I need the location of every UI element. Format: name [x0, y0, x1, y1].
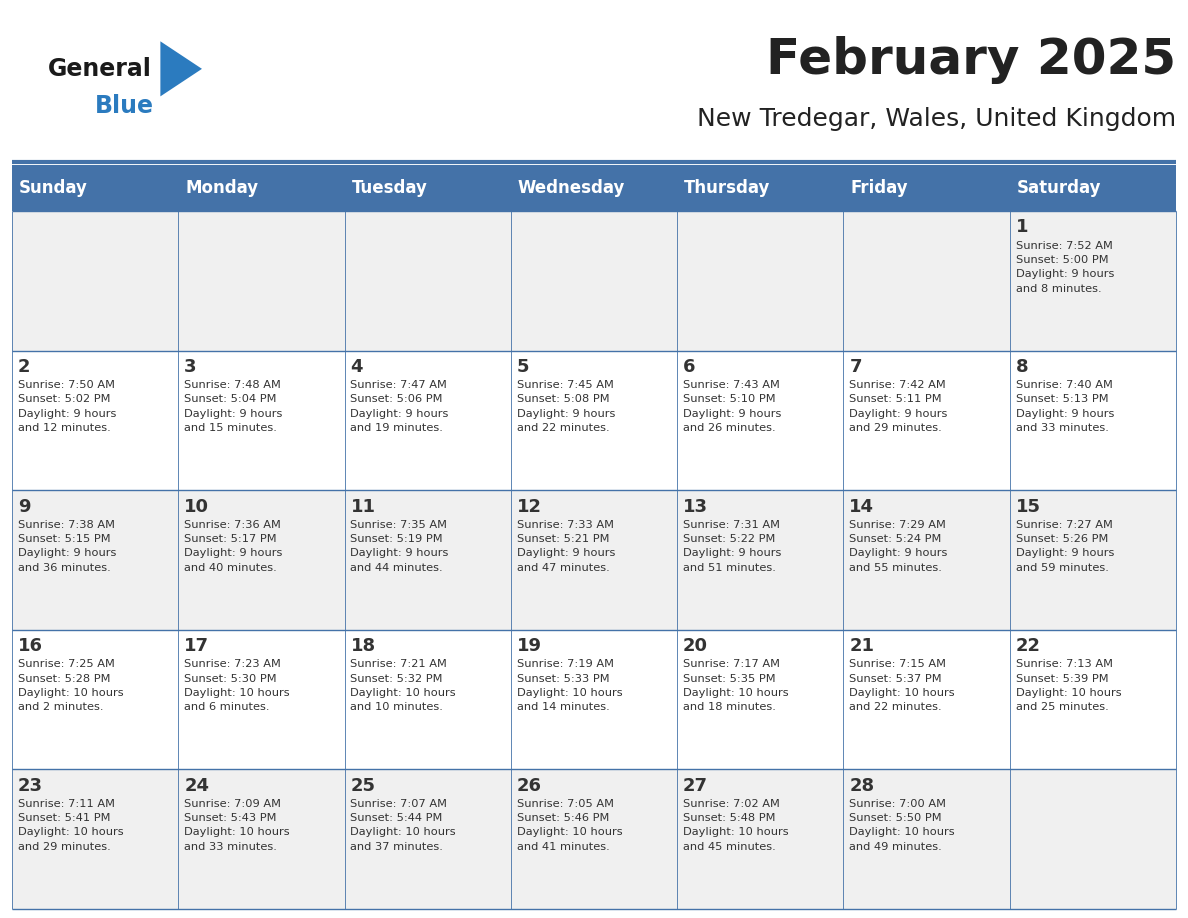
Text: 12: 12 — [517, 498, 542, 516]
Text: 28: 28 — [849, 777, 874, 795]
Text: 10: 10 — [184, 498, 209, 516]
Text: 5: 5 — [517, 358, 530, 376]
Text: 18: 18 — [350, 637, 375, 655]
Polygon shape — [160, 41, 202, 96]
Text: 16: 16 — [18, 637, 43, 655]
Text: New Tredegar, Wales, United Kingdom: New Tredegar, Wales, United Kingdom — [697, 107, 1176, 131]
Text: 9: 9 — [18, 498, 31, 516]
Text: Sunrise: 7:36 AM
Sunset: 5:17 PM
Daylight: 9 hours
and 40 minutes.: Sunrise: 7:36 AM Sunset: 5:17 PM Dayligh… — [184, 520, 283, 573]
Text: Sunrise: 7:17 AM
Sunset: 5:35 PM
Daylight: 10 hours
and 18 minutes.: Sunrise: 7:17 AM Sunset: 5:35 PM Dayligh… — [683, 659, 789, 712]
Bar — [677, 165, 843, 211]
Text: Sunrise: 7:29 AM
Sunset: 5:24 PM
Daylight: 9 hours
and 55 minutes.: Sunrise: 7:29 AM Sunset: 5:24 PM Dayligh… — [849, 520, 948, 573]
Bar — [12, 490, 1176, 630]
Text: 19: 19 — [517, 637, 542, 655]
Text: Tuesday: Tuesday — [352, 179, 428, 197]
Text: 25: 25 — [350, 777, 375, 795]
Bar — [511, 165, 677, 211]
Text: Sunrise: 7:00 AM
Sunset: 5:50 PM
Daylight: 10 hours
and 49 minutes.: Sunrise: 7:00 AM Sunset: 5:50 PM Dayligh… — [849, 799, 955, 852]
Bar — [12, 211, 1176, 351]
Text: 3: 3 — [184, 358, 197, 376]
Bar — [1010, 165, 1176, 211]
Text: 13: 13 — [683, 498, 708, 516]
Text: Sunrise: 7:05 AM
Sunset: 5:46 PM
Daylight: 10 hours
and 41 minutes.: Sunrise: 7:05 AM Sunset: 5:46 PM Dayligh… — [517, 799, 623, 852]
Text: 21: 21 — [849, 637, 874, 655]
Bar — [178, 165, 345, 211]
Text: 22: 22 — [1016, 637, 1041, 655]
Bar — [12, 165, 178, 211]
Text: Saturday: Saturday — [1017, 179, 1101, 197]
Bar — [12, 351, 1176, 490]
Text: Sunrise: 7:50 AM
Sunset: 5:02 PM
Daylight: 9 hours
and 12 minutes.: Sunrise: 7:50 AM Sunset: 5:02 PM Dayligh… — [18, 380, 116, 433]
Text: 24: 24 — [184, 777, 209, 795]
Text: Sunrise: 7:45 AM
Sunset: 5:08 PM
Daylight: 9 hours
and 22 minutes.: Sunrise: 7:45 AM Sunset: 5:08 PM Dayligh… — [517, 380, 615, 433]
Text: 7: 7 — [849, 358, 862, 376]
Text: 11: 11 — [350, 498, 375, 516]
Text: Sunrise: 7:42 AM
Sunset: 5:11 PM
Daylight: 9 hours
and 29 minutes.: Sunrise: 7:42 AM Sunset: 5:11 PM Dayligh… — [849, 380, 948, 433]
Text: 15: 15 — [1016, 498, 1041, 516]
Text: Sunrise: 7:13 AM
Sunset: 5:39 PM
Daylight: 10 hours
and 25 minutes.: Sunrise: 7:13 AM Sunset: 5:39 PM Dayligh… — [1016, 659, 1121, 712]
Bar — [12, 769, 1176, 909]
Text: Sunday: Sunday — [19, 179, 88, 197]
Text: 27: 27 — [683, 777, 708, 795]
Text: Sunrise: 7:09 AM
Sunset: 5:43 PM
Daylight: 10 hours
and 33 minutes.: Sunrise: 7:09 AM Sunset: 5:43 PM Dayligh… — [184, 799, 290, 852]
Text: February 2025: February 2025 — [766, 36, 1176, 84]
Text: Friday: Friday — [851, 179, 909, 197]
Text: 20: 20 — [683, 637, 708, 655]
Bar — [12, 630, 1176, 769]
Text: Thursday: Thursday — [684, 179, 771, 197]
Text: Sunrise: 7:31 AM
Sunset: 5:22 PM
Daylight: 9 hours
and 51 minutes.: Sunrise: 7:31 AM Sunset: 5:22 PM Dayligh… — [683, 520, 782, 573]
Text: Monday: Monday — [185, 179, 259, 197]
Text: 14: 14 — [849, 498, 874, 516]
Bar — [843, 165, 1010, 211]
Text: 2: 2 — [18, 358, 31, 376]
Bar — [345, 165, 511, 211]
Text: General: General — [48, 57, 151, 81]
Text: Sunrise: 7:35 AM
Sunset: 5:19 PM
Daylight: 9 hours
and 44 minutes.: Sunrise: 7:35 AM Sunset: 5:19 PM Dayligh… — [350, 520, 449, 573]
Text: Sunrise: 7:52 AM
Sunset: 5:00 PM
Daylight: 9 hours
and 8 minutes.: Sunrise: 7:52 AM Sunset: 5:00 PM Dayligh… — [1016, 241, 1114, 294]
Text: 23: 23 — [18, 777, 43, 795]
Text: 17: 17 — [184, 637, 209, 655]
Text: Sunrise: 7:02 AM
Sunset: 5:48 PM
Daylight: 10 hours
and 45 minutes.: Sunrise: 7:02 AM Sunset: 5:48 PM Dayligh… — [683, 799, 789, 852]
Text: Sunrise: 7:48 AM
Sunset: 5:04 PM
Daylight: 9 hours
and 15 minutes.: Sunrise: 7:48 AM Sunset: 5:04 PM Dayligh… — [184, 380, 283, 433]
Text: Sunrise: 7:25 AM
Sunset: 5:28 PM
Daylight: 10 hours
and 2 minutes.: Sunrise: 7:25 AM Sunset: 5:28 PM Dayligh… — [18, 659, 124, 712]
Text: Sunrise: 7:19 AM
Sunset: 5:33 PM
Daylight: 10 hours
and 14 minutes.: Sunrise: 7:19 AM Sunset: 5:33 PM Dayligh… — [517, 659, 623, 712]
Text: Sunrise: 7:11 AM
Sunset: 5:41 PM
Daylight: 10 hours
and 29 minutes.: Sunrise: 7:11 AM Sunset: 5:41 PM Dayligh… — [18, 799, 124, 852]
Text: Sunrise: 7:40 AM
Sunset: 5:13 PM
Daylight: 9 hours
and 33 minutes.: Sunrise: 7:40 AM Sunset: 5:13 PM Dayligh… — [1016, 380, 1114, 433]
Text: 26: 26 — [517, 777, 542, 795]
Text: Sunrise: 7:33 AM
Sunset: 5:21 PM
Daylight: 9 hours
and 47 minutes.: Sunrise: 7:33 AM Sunset: 5:21 PM Dayligh… — [517, 520, 615, 573]
Text: Sunrise: 7:38 AM
Sunset: 5:15 PM
Daylight: 9 hours
and 36 minutes.: Sunrise: 7:38 AM Sunset: 5:15 PM Dayligh… — [18, 520, 116, 573]
Text: 4: 4 — [350, 358, 364, 376]
Text: 1: 1 — [1016, 218, 1029, 237]
Text: Sunrise: 7:15 AM
Sunset: 5:37 PM
Daylight: 10 hours
and 22 minutes.: Sunrise: 7:15 AM Sunset: 5:37 PM Dayligh… — [849, 659, 955, 712]
Text: Sunrise: 7:43 AM
Sunset: 5:10 PM
Daylight: 9 hours
and 26 minutes.: Sunrise: 7:43 AM Sunset: 5:10 PM Dayligh… — [683, 380, 782, 433]
Text: Wednesday: Wednesday — [518, 179, 625, 197]
Text: Sunrise: 7:47 AM
Sunset: 5:06 PM
Daylight: 9 hours
and 19 minutes.: Sunrise: 7:47 AM Sunset: 5:06 PM Dayligh… — [350, 380, 449, 433]
Text: 6: 6 — [683, 358, 696, 376]
Text: Sunrise: 7:21 AM
Sunset: 5:32 PM
Daylight: 10 hours
and 10 minutes.: Sunrise: 7:21 AM Sunset: 5:32 PM Dayligh… — [350, 659, 456, 712]
Text: Blue: Blue — [95, 94, 154, 118]
Text: Sunrise: 7:07 AM
Sunset: 5:44 PM
Daylight: 10 hours
and 37 minutes.: Sunrise: 7:07 AM Sunset: 5:44 PM Dayligh… — [350, 799, 456, 852]
Text: Sunrise: 7:27 AM
Sunset: 5:26 PM
Daylight: 9 hours
and 59 minutes.: Sunrise: 7:27 AM Sunset: 5:26 PM Dayligh… — [1016, 520, 1114, 573]
Text: Sunrise: 7:23 AM
Sunset: 5:30 PM
Daylight: 10 hours
and 6 minutes.: Sunrise: 7:23 AM Sunset: 5:30 PM Dayligh… — [184, 659, 290, 712]
Text: 8: 8 — [1016, 358, 1029, 376]
